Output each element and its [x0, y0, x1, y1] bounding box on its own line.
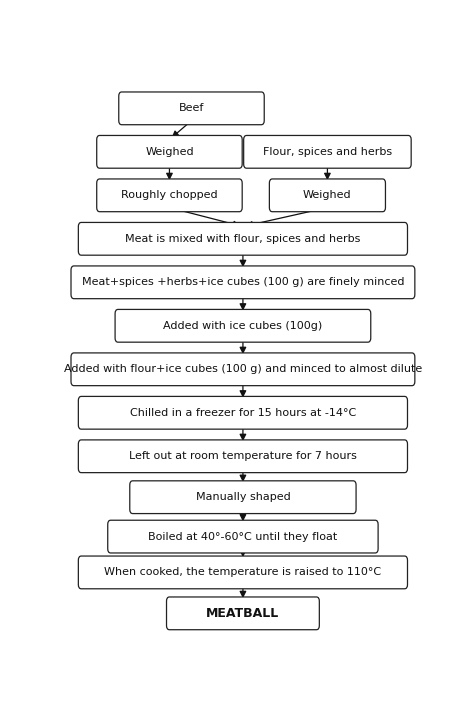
Text: Left out at room temperature for 7 hours: Left out at room temperature for 7 hours	[129, 451, 357, 461]
Text: Weighed: Weighed	[303, 191, 352, 201]
FancyBboxPatch shape	[130, 481, 356, 513]
FancyBboxPatch shape	[97, 136, 242, 169]
FancyBboxPatch shape	[108, 520, 378, 553]
FancyBboxPatch shape	[78, 440, 408, 473]
FancyBboxPatch shape	[119, 92, 264, 124]
Text: Beef: Beef	[179, 103, 204, 113]
Text: Manually shaped: Manually shaped	[196, 492, 290, 502]
FancyBboxPatch shape	[78, 223, 408, 255]
FancyBboxPatch shape	[71, 266, 415, 299]
Text: Flour, spices and herbs: Flour, spices and herbs	[263, 147, 392, 157]
Text: Meat is mixed with flour, spices and herbs: Meat is mixed with flour, spices and her…	[125, 234, 361, 244]
Text: Weighed: Weighed	[145, 147, 194, 157]
Text: Roughly chopped: Roughly chopped	[121, 191, 218, 201]
Text: Added with ice cubes (100g): Added with ice cubes (100g)	[164, 321, 322, 331]
FancyBboxPatch shape	[166, 597, 319, 630]
Text: Chilled in a freezer for 15 hours at -14°C: Chilled in a freezer for 15 hours at -14…	[130, 408, 356, 418]
FancyBboxPatch shape	[244, 136, 411, 169]
FancyBboxPatch shape	[97, 179, 242, 212]
Text: Meat+spices +herbs+ice cubes (100 g) are finely minced: Meat+spices +herbs+ice cubes (100 g) are…	[82, 277, 404, 287]
Text: MEATBALL: MEATBALL	[206, 607, 280, 620]
Text: Added with flour+ice cubes (100 g) and minced to almost dilute: Added with flour+ice cubes (100 g) and m…	[64, 364, 422, 374]
FancyBboxPatch shape	[269, 179, 385, 212]
FancyBboxPatch shape	[115, 309, 371, 342]
FancyBboxPatch shape	[78, 397, 408, 429]
Text: Boiled at 40°-60°C until they float: Boiled at 40°-60°C until they float	[148, 532, 337, 542]
FancyBboxPatch shape	[78, 556, 408, 589]
FancyBboxPatch shape	[71, 353, 415, 385]
Text: When cooked, the temperature is raised to 110°C: When cooked, the temperature is raised t…	[104, 567, 382, 577]
